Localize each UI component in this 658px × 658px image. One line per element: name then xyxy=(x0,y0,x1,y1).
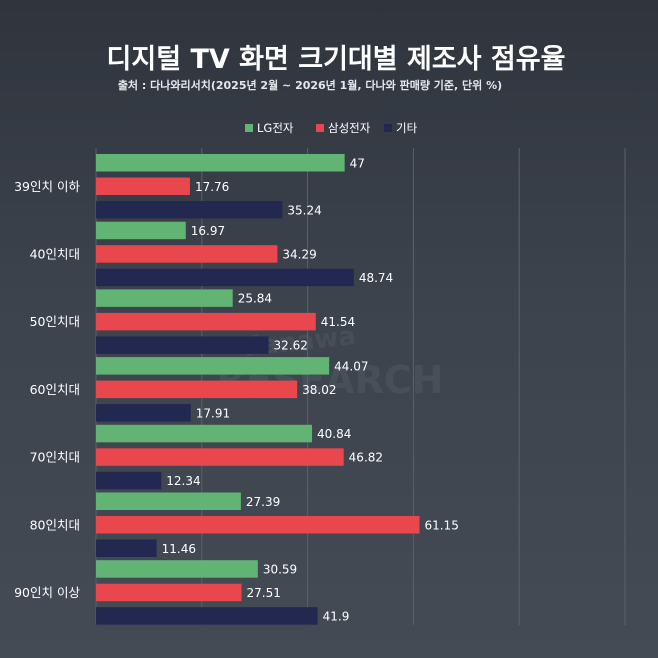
data-label: 27.51 xyxy=(247,586,281,600)
data-label: 30.59 xyxy=(263,562,297,576)
data-label: 12.34 xyxy=(166,474,200,488)
category-label: 60인치대 xyxy=(30,382,80,397)
bar xyxy=(96,357,330,375)
bar xyxy=(96,607,318,625)
category-label: 80인치대 xyxy=(30,517,80,532)
data-label: 44.07 xyxy=(334,359,368,373)
category-label: 50인치대 xyxy=(30,314,80,329)
data-label: 25.84 xyxy=(238,292,272,306)
data-label: 17.91 xyxy=(196,406,230,420)
category-label: 39인치 이하 xyxy=(14,179,80,194)
data-label: 41.9 xyxy=(323,609,350,623)
bar xyxy=(96,336,269,354)
data-label: 41.54 xyxy=(321,315,355,329)
data-label: 47 xyxy=(350,156,365,170)
legend-swatch xyxy=(384,124,392,132)
bar xyxy=(96,424,313,443)
data-label: 46.82 xyxy=(349,451,383,465)
bar xyxy=(96,289,233,307)
category-label: 90인치 이상 xyxy=(14,585,80,600)
category-label: 40인치대 xyxy=(30,246,80,261)
bar xyxy=(96,154,345,172)
data-label: 11.46 xyxy=(162,542,196,556)
data-label: 61.15 xyxy=(424,518,458,532)
data-label: 35.24 xyxy=(287,203,321,217)
data-label: 16.97 xyxy=(191,224,225,238)
data-label: 27.39 xyxy=(246,495,280,509)
bar xyxy=(96,221,186,240)
data-label: 48.74 xyxy=(359,271,393,285)
data-label: 17.76 xyxy=(195,180,229,194)
data-label: 32.62 xyxy=(274,339,308,353)
bar xyxy=(96,312,316,331)
bar xyxy=(96,560,258,578)
bar xyxy=(96,404,191,422)
bar xyxy=(96,177,190,195)
bar xyxy=(96,471,162,490)
data-label: 34.29 xyxy=(282,247,316,261)
bar xyxy=(96,492,241,510)
data-label: 38.02 xyxy=(302,383,336,397)
chart-title: 디지털 TV 화면 크기대별 제조사 점유율 xyxy=(107,44,566,75)
legend-swatch xyxy=(245,124,253,132)
legend-label: 삼성전자 xyxy=(328,121,371,135)
bar xyxy=(96,539,157,557)
chart-subtitle: 출처 : 다나와리서치(2025년 2월 ~ 2026년 1월, 다나와 판매량… xyxy=(118,78,502,92)
legend-label: 기타 xyxy=(396,121,418,135)
bar xyxy=(96,448,344,466)
bar xyxy=(96,201,283,219)
bar xyxy=(96,516,420,534)
legend-swatch xyxy=(316,124,324,132)
legend-label: LG전자 xyxy=(257,121,294,135)
legend: LG전자 삼성전자 기타 xyxy=(245,121,418,135)
bar xyxy=(96,380,298,399)
bars xyxy=(96,154,420,625)
bar xyxy=(96,268,354,287)
bar xyxy=(96,245,278,263)
bar xyxy=(96,583,242,602)
data-label: 40.84 xyxy=(317,427,351,441)
labels: 39인치 이하 47 17.76 35.24 40인치대 16.97 34.29 48.74 5… xyxy=(14,156,459,623)
category-label: 70인치대 xyxy=(30,450,80,465)
